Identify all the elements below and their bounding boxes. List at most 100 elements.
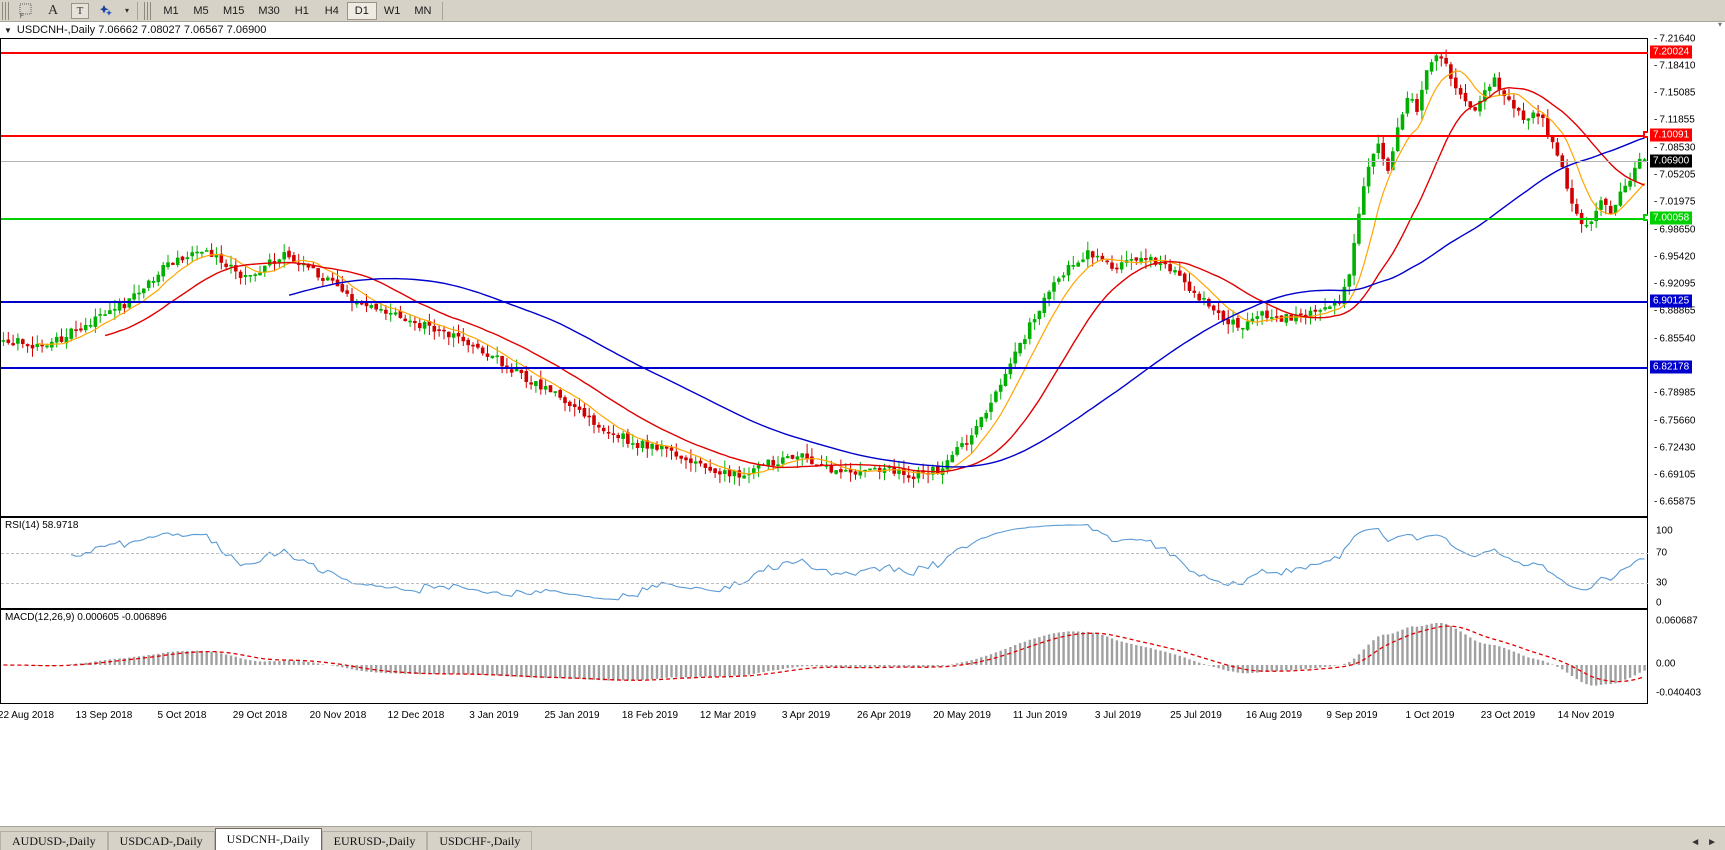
symbol-header: ▼ USDCNH-,Daily 7.06662 7.08027 7.06567 … [0, 22, 1725, 38]
tab-scroll-right-icon[interactable]: ► [1707, 837, 1717, 848]
level-line-6.90125[interactable] [1, 300, 1649, 303]
date-tick-2: 5 Oct 2018 [157, 710, 207, 721]
price-label-7.20024: 7.20024 [1650, 45, 1693, 59]
price-tick-6.72430: -6.72430 [1654, 442, 1696, 454]
date-tick-17: 9 Sep 2019 [1326, 710, 1378, 721]
rsi-line-plot [71, 524, 1645, 601]
date-tick-7: 25 Jan 2019 [544, 710, 600, 721]
date-tick-18: 1 Oct 2019 [1405, 710, 1455, 721]
chart-tab-audusd[interactable]: AUDUSD-,Daily [0, 831, 108, 850]
price-candlestick-plot [1, 49, 1647, 488]
rsi-label: RSI(14) 58.9718 [5, 520, 79, 531]
price-tick-7.08530: -7.08530 [1654, 142, 1696, 154]
timeframe-d1[interactable]: D1 [346, 1, 377, 20]
chart-tabs-bar: AUDUSD-,Daily USDCAD-,Daily USDCNH-,Daily E… [0, 826, 1725, 850]
price-tick-6.85540: -6.85540 [1654, 333, 1696, 345]
rsi-pane[interactable]: RSI(14) 58.9718 [0, 517, 1649, 609]
date-tick-4: 20 Nov 2018 [309, 710, 367, 721]
price-tick-6.92095: -6.92095 [1654, 278, 1696, 290]
level-line-6.82178[interactable] [1, 366, 1649, 369]
objects-icon[interactable] [94, 1, 120, 21]
tab-scroll-left-icon[interactable]: ◄ [1690, 837, 1701, 848]
chart-tab-usdcad[interactable]: USDCAD-,Daily [107, 831, 215, 850]
price-tick-7.05205: -7.05205 [1654, 169, 1696, 181]
date-tick-8: 18 Feb 2019 [621, 710, 679, 721]
toolbar-separator-2 [442, 1, 444, 20]
price-axis[interactable]: -7.21640 -7.18410 -7.15085 -7.11855 -7.08530… [1648, 34, 1725, 517]
price-tick-7.11855: -7.11855 [1654, 114, 1695, 126]
date-tick-19: 23 Oct 2019 [1480, 710, 1536, 721]
timeframe-mn[interactable]: MN [414, 4, 432, 17]
date-tick-15: 25 Jul 2019 [1170, 710, 1222, 721]
timeframe-h1[interactable]: H1 [294, 4, 309, 17]
macd-histogram-plot [3, 623, 1646, 686]
timeframe-m5[interactable]: M5 [193, 4, 209, 17]
price-tick-7.21640: -7.21640 [1654, 33, 1696, 45]
toolbar-separator [137, 1, 138, 20]
tabs-scroll-controls: ◄ ► [1690, 837, 1725, 850]
price-chart-pane[interactable] [0, 38, 1650, 517]
price-label-7.06900: 7.06900 [1650, 154, 1693, 168]
date-tick-5: 12 Dec 2018 [387, 710, 445, 721]
symbol-ohlc-text: USDCNH-,Daily 7.06662 7.08027 7.06567 7.… [16, 24, 267, 36]
price-tick-7.18410: -7.18410 [1654, 60, 1696, 72]
rsi-tick-70: 70 [1656, 547, 1668, 559]
price-label-7.10091: 7.10091 [1650, 128, 1693, 142]
price-tick-7.15085: -7.15085 [1654, 87, 1696, 99]
price-tick-7.01975: -7.01975 [1654, 196, 1696, 208]
collapse-icon[interactable]: ▾ [1717, 20, 1722, 29]
macd-tick-0.060687: 0.060687 [1656, 615, 1698, 627]
rsi-level-70-line [1, 553, 1649, 554]
macd-tick--0.040403: -0.040403 [1656, 687, 1702, 699]
date-tick-9: 12 Mar 2019 [699, 710, 757, 721]
date-tick-12: 20 May 2019 [933, 710, 991, 721]
text-label-icon[interactable]: T [71, 2, 89, 19]
timeframe-m1[interactable]: M1 [163, 4, 179, 17]
price-tick-6.75660: -6.75660 [1654, 415, 1696, 427]
date-tick-16: 16 Aug 2019 [1245, 710, 1303, 721]
timeframe-m15[interactable]: M15 [223, 4, 245, 17]
rsi-level-30-line [1, 583, 1649, 584]
svg-text:F: F [20, 14, 24, 19]
price-tick-6.98650: -6.98650 [1654, 224, 1696, 236]
level-line-7.00058[interactable] [1, 218, 1649, 221]
rsi-tick-30: 30 [1656, 577, 1668, 589]
rsi-axis: 100 70 30 0 [1648, 517, 1725, 609]
date-tick-1: 13 Sep 2018 [75, 710, 133, 721]
date-tick-11: 26 Apr 2019 [857, 710, 911, 721]
level-line-7.10091[interactable] [1, 134, 1649, 137]
main-toolbar: F A T ▾ M1 M5 M15 M30 H1 H4 D1 W1 MN [0, 0, 1725, 22]
date-tick-3: 29 Oct 2018 [232, 710, 288, 721]
chart-tab-usdchf[interactable]: USDCHF-,Daily [427, 831, 533, 850]
price-tick-6.78985: -6.78985 [1654, 387, 1696, 399]
macd-axis: 0.060687 0.00 -0.040403 [1648, 609, 1725, 704]
chart-tab-usdcnh[interactable]: USDCNH-,Daily [214, 828, 322, 850]
toolbar-grip[interactable] [2, 1, 11, 20]
price-label-7.00058: 7.00058 [1650, 211, 1693, 225]
timeframe-group: M1 M5 M15 M30 H1 H4 D1 W1 MN [156, 1, 438, 20]
rsi-tick-100: 100 [1656, 525, 1673, 537]
crosshair-icon[interactable]: F [14, 1, 40, 21]
chart-tabs: AUDUSD-,Daily USDCAD-,Daily USDCNH-,Daily E… [0, 828, 533, 850]
text-tool-icon[interactable]: A [47, 2, 59, 18]
date-tick-6: 3 Jan 2019 [469, 710, 519, 721]
macd-pane[interactable]: MACD(12,26,9) 0.000605 -0.006896 [0, 609, 1648, 704]
objects-dropdown-icon[interactable]: ▾ [124, 6, 129, 15]
level-line-7.06900[interactable] [1, 161, 1649, 163]
price-label-6.82178: 6.82178 [1650, 360, 1693, 374]
timeframe-h4[interactable]: H4 [324, 4, 339, 17]
symbol-dropdown-icon[interactable]: ▼ [4, 25, 12, 35]
date-tick-0: 22 Aug 2018 [0, 710, 55, 721]
price-tick-6.65875: -6.65875 [1654, 496, 1696, 508]
timeframe-grip[interactable] [144, 1, 153, 20]
chart-tab-eurusd[interactable]: EURUSD-,Daily [321, 831, 428, 850]
level-line-7.20024[interactable] [1, 52, 1649, 55]
price-tick-6.95420: -6.95420 [1654, 251, 1696, 263]
timeframe-w1[interactable]: W1 [383, 4, 401, 17]
date-tick-14: 3 Jul 2019 [1094, 710, 1142, 721]
date-tick-20: 14 Nov 2019 [1557, 710, 1615, 721]
date-tick-10: 3 Apr 2019 [781, 710, 831, 721]
timeframe-m30[interactable]: M30 [258, 4, 280, 17]
rsi-tick-0: 0 [1656, 597, 1662, 609]
